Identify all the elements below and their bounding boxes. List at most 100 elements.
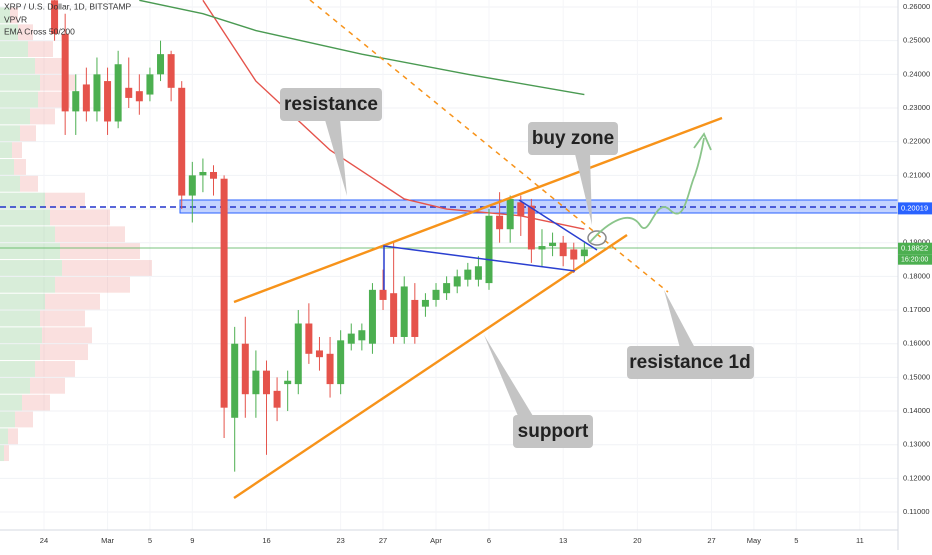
x-tick-label: 27 <box>707 536 715 545</box>
volume-down <box>14 159 26 175</box>
volume-down <box>62 260 152 276</box>
candle-body <box>390 293 398 337</box>
x-tick-label: 5 <box>148 536 152 545</box>
ema-line <box>139 0 585 96</box>
y-tick-label: 0.26000 <box>903 2 930 11</box>
volume-down <box>30 377 65 394</box>
y-tick-label: 0.14000 <box>903 406 930 415</box>
price-tag <box>898 242 932 255</box>
candle-body <box>125 87 133 98</box>
candle-body <box>305 323 313 354</box>
volume-down <box>50 209 110 226</box>
y-tick-label: 0.18000 <box>903 271 930 280</box>
candle-body <box>167 54 175 88</box>
candle-body <box>421 299 429 307</box>
candle-body <box>464 269 472 280</box>
candle-body <box>453 276 461 287</box>
y-tick-label: 0.22000 <box>903 137 930 146</box>
y-tick-label: 0.11000 <box>903 507 930 516</box>
volume-up <box>0 293 45 310</box>
x-tick-label: Apr <box>430 536 442 545</box>
annotation: resistance <box>284 94 378 115</box>
candle-body <box>443 283 451 294</box>
candle-body <box>474 266 482 280</box>
candle-body <box>252 370 260 395</box>
candle-body <box>72 91 80 112</box>
candle-body <box>199 171 207 176</box>
volume-up <box>0 142 12 159</box>
candle-body <box>178 87 186 196</box>
x-tick-label: 27 <box>379 536 387 545</box>
volume-down <box>28 41 53 58</box>
volume-up <box>0 377 30 394</box>
candle-body <box>368 289 376 344</box>
y-tick-label: 0.12000 <box>903 473 930 482</box>
volume-up <box>0 74 40 91</box>
candle-body <box>241 343 249 395</box>
countdown-tag <box>898 254 932 265</box>
candle-body <box>432 289 440 300</box>
callout-box <box>513 415 593 448</box>
x-tick-label: 16 <box>262 536 270 545</box>
x-tick-label: 6 <box>487 536 491 545</box>
candle-body <box>527 205 535 250</box>
volume-up <box>0 226 55 243</box>
upper-trendline <box>233 116 723 304</box>
candle-body <box>210 171 218 179</box>
candle-body <box>188 175 196 196</box>
candle-body <box>517 202 525 216</box>
volume-up <box>0 445 4 462</box>
y-tick-label: 0.24000 <box>903 69 930 78</box>
indicator-label: VPVR <box>4 14 27 24</box>
candle-body <box>559 242 567 257</box>
volume-up <box>0 276 55 293</box>
volume-up <box>0 175 20 192</box>
volume-up <box>0 243 60 260</box>
callout-box <box>528 122 618 155</box>
candle-body <box>51 0 59 34</box>
volume-down <box>20 125 36 142</box>
price-tag-label: 0.20019 <box>901 203 928 212</box>
x-tick-label: 5 <box>794 536 798 545</box>
candle-body <box>146 74 154 95</box>
dashed-resistance <box>309 0 669 293</box>
candle-body <box>220 178 228 408</box>
candle-body <box>231 343 239 418</box>
volume-down <box>35 58 65 74</box>
annotation: resistance 1d <box>629 352 750 373</box>
volume-down <box>45 293 100 310</box>
candle-body <box>485 215 493 284</box>
annotation: buy zone <box>532 128 614 149</box>
volume-up <box>0 91 38 108</box>
triangle-lower <box>383 245 576 290</box>
candle-body <box>326 353 334 385</box>
price-tag-label: 0.18822 <box>901 244 928 253</box>
candle-body <box>61 33 69 112</box>
volume-up <box>0 411 15 428</box>
callout-pointer <box>484 335 533 416</box>
y-tick-label: 0.23000 <box>903 103 930 112</box>
indicator-label: EMA Cross 50/200 <box>4 26 75 36</box>
volume-down <box>40 74 75 91</box>
candle-body <box>347 333 355 344</box>
candle-body <box>400 286 408 337</box>
candle-body <box>496 215 504 230</box>
x-tick-label: 24 <box>40 536 48 545</box>
callout-box <box>280 88 382 121</box>
volume-down <box>30 108 55 125</box>
volume-down <box>55 226 125 243</box>
callout-box <box>627 346 754 379</box>
volume-up <box>0 192 45 209</box>
volume-up <box>0 361 35 377</box>
volume-down <box>60 243 140 260</box>
chart-title: XRP / U.S. Dollar, 1D, BITSTAMP <box>4 1 132 11</box>
x-tick-label: Mar <box>101 536 114 545</box>
y-tick-label: 0.19000 <box>903 238 930 247</box>
x-tick-label: 9 <box>190 536 194 545</box>
candle-body <box>358 330 366 341</box>
x-tick-label: 13 <box>559 536 567 545</box>
volume-up <box>0 327 42 344</box>
y-tick-label: 0.15000 <box>903 372 930 381</box>
